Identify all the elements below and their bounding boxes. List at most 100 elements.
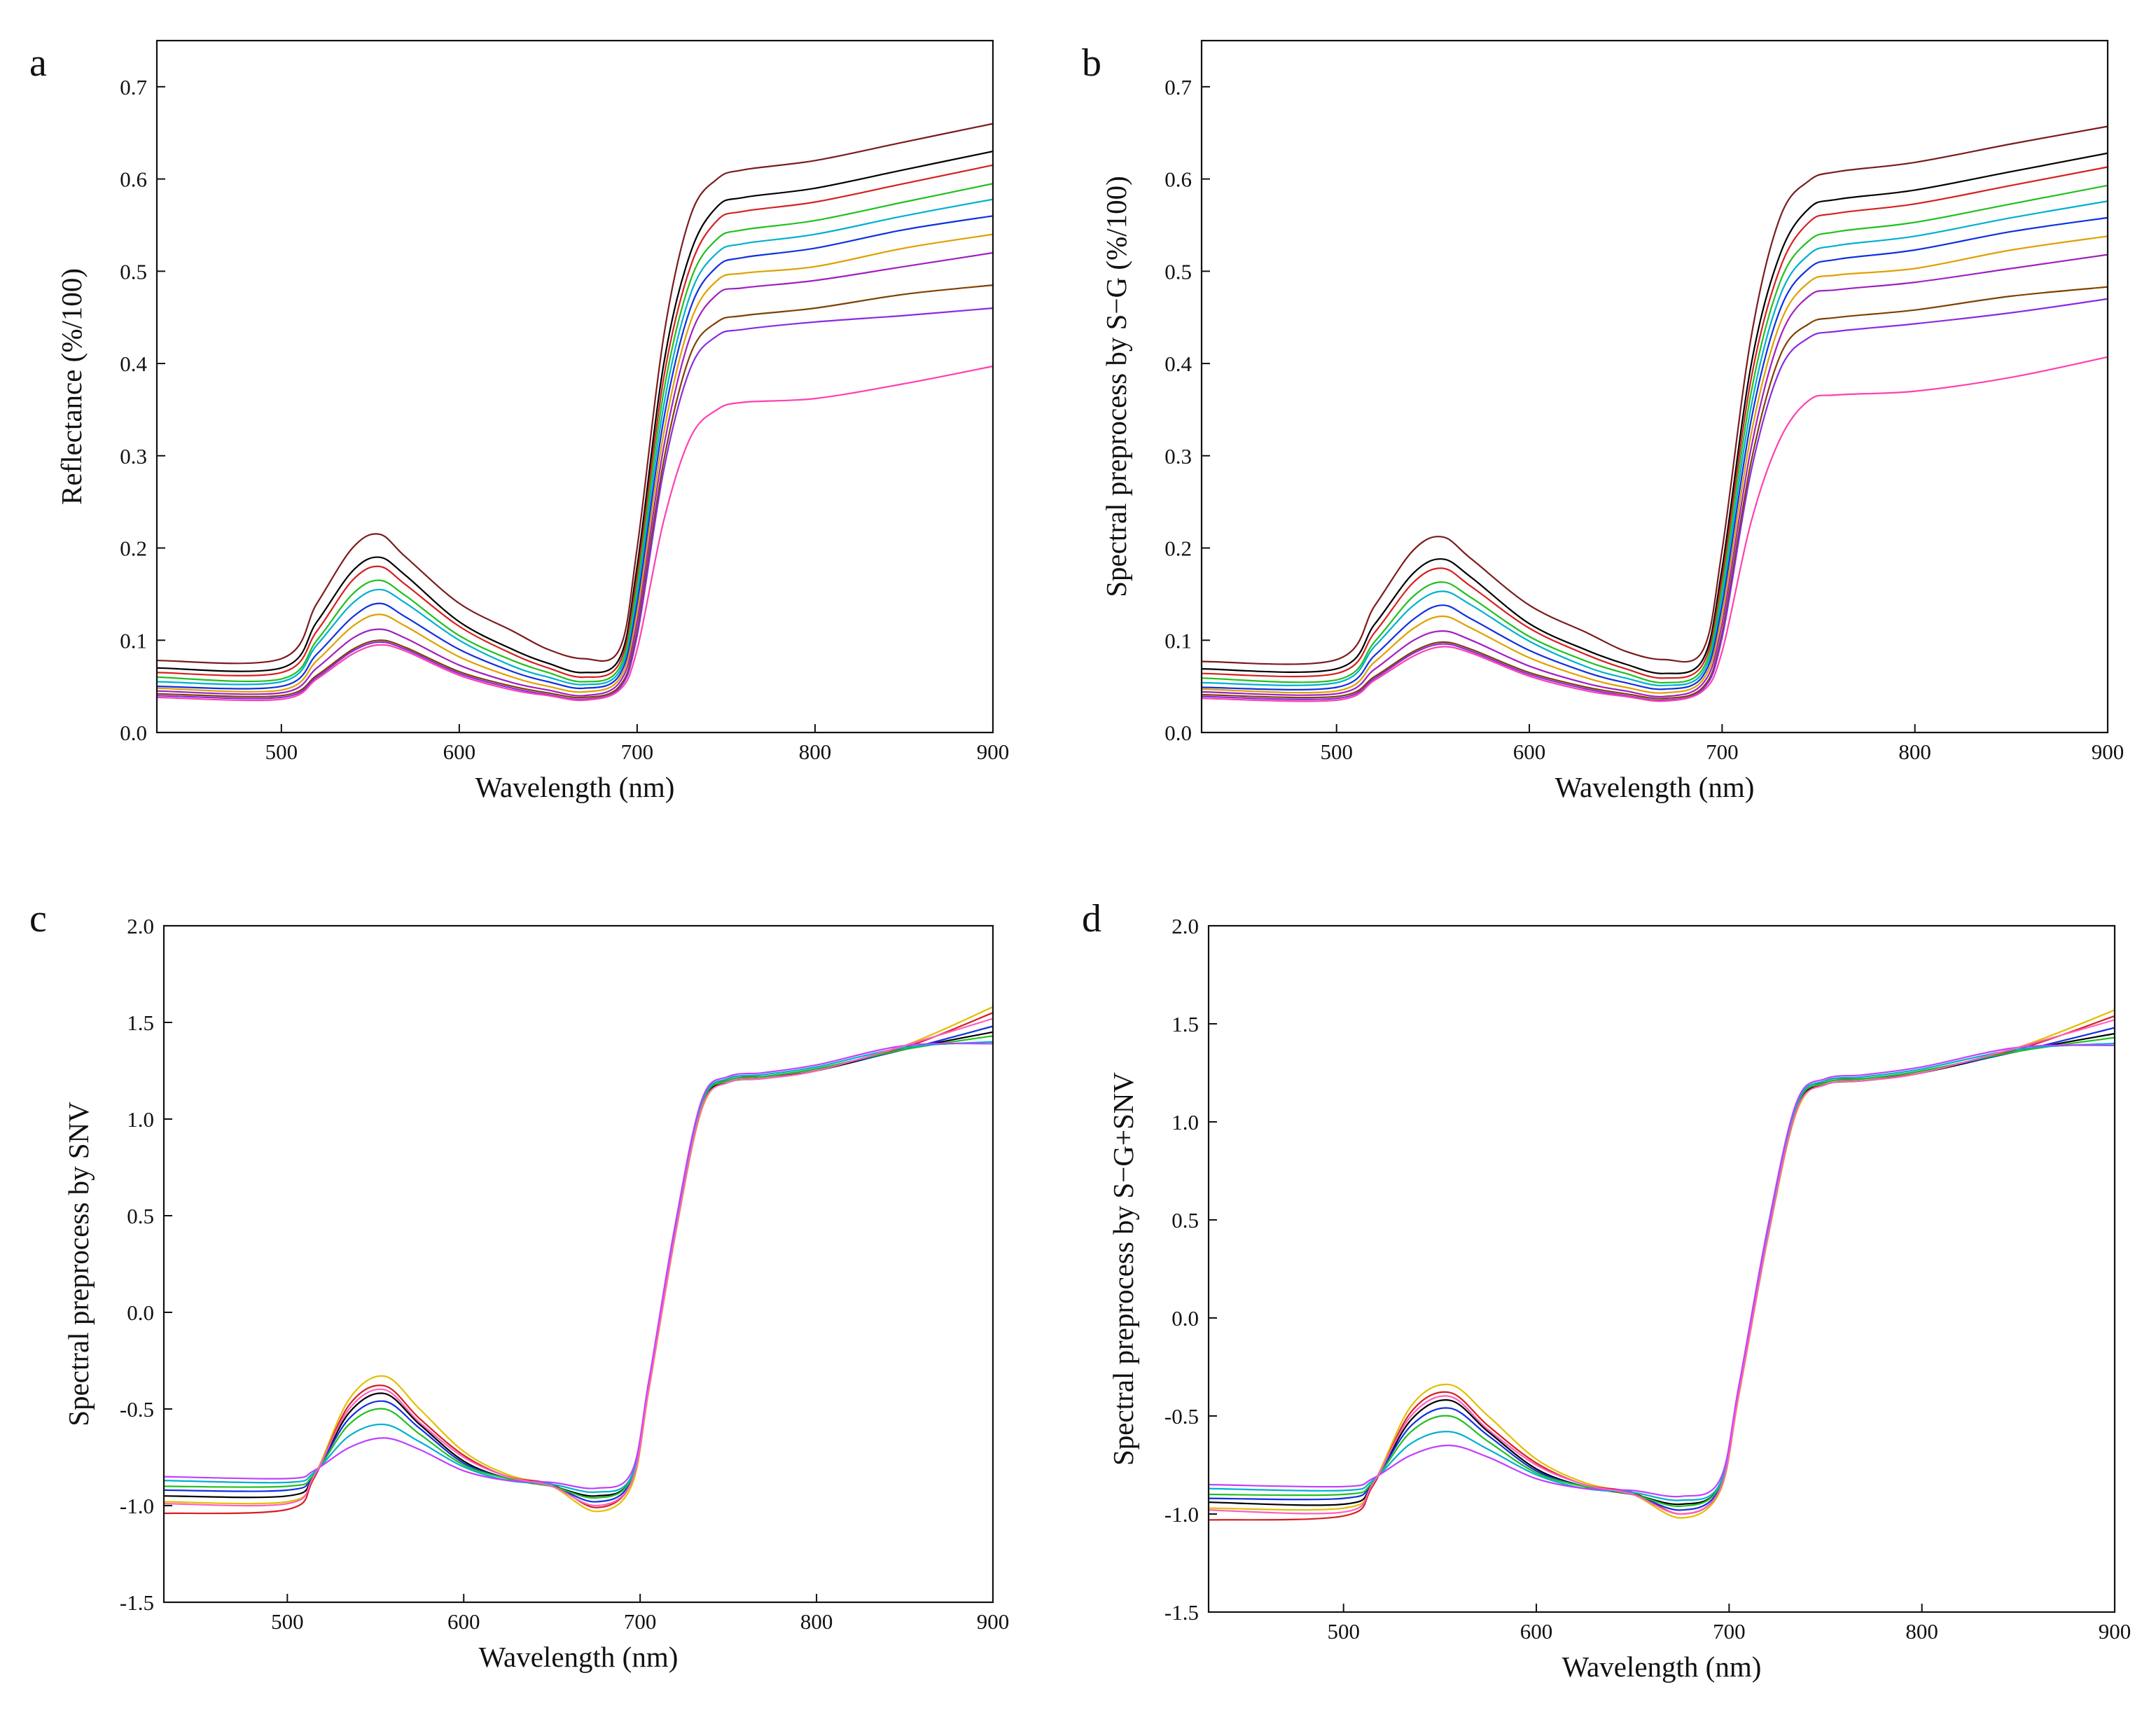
y-tick-label: 0.3 xyxy=(120,444,147,468)
x-tick-label: 500 xyxy=(271,1609,304,1634)
y-tick-label: 0.7 xyxy=(120,75,147,99)
plot-frame xyxy=(162,924,994,1604)
x-axis-title: Wavelength (nm) xyxy=(1562,1651,1762,1683)
y-tick-label: -1.5 xyxy=(1164,1600,1199,1625)
series-line-s1 xyxy=(1202,125,2108,665)
y-tick-label: 0.7 xyxy=(1164,75,1192,99)
series-line-s2 xyxy=(1202,152,2108,674)
y-tick-label: 0.0 xyxy=(127,1300,154,1325)
x-tick-label: 700 xyxy=(1713,1619,1746,1644)
series-line-s8 xyxy=(164,1018,993,1507)
series-line-s6 xyxy=(164,1041,993,1493)
series-line-s5 xyxy=(157,198,993,686)
series-line-s4 xyxy=(164,1025,993,1503)
x-tick-label: 800 xyxy=(1905,1619,1938,1644)
series-group xyxy=(157,123,993,702)
y-tick-label: 0.5 xyxy=(120,259,147,284)
x-tick-label: 500 xyxy=(265,740,298,764)
y-axis-title: Reflectance (%/100) xyxy=(55,268,88,505)
y-tick-label: 1.5 xyxy=(1171,1012,1199,1036)
series-group xyxy=(1202,125,2108,702)
series-line-s8 xyxy=(157,251,993,697)
y-tick-label: 0.1 xyxy=(1164,628,1192,653)
y-tick-label: 0.5 xyxy=(127,1204,154,1228)
x-tick-label: 900 xyxy=(2099,1619,2131,1644)
series-line-s5 xyxy=(1202,200,2108,687)
plot-frame xyxy=(155,39,994,734)
y-tick-label: 2.0 xyxy=(1171,914,1199,938)
series-line-s1 xyxy=(164,1006,993,1513)
plot-frame xyxy=(1207,924,2116,1613)
series-line-s1 xyxy=(1209,1009,2115,1519)
y-tick-label: -0.5 xyxy=(1164,1404,1199,1429)
y-tick-label: 0.4 xyxy=(120,352,147,376)
x-tick-label: 600 xyxy=(1520,1619,1553,1644)
y-tick-label: 0.3 xyxy=(1164,444,1192,468)
y-tick-label: 0.0 xyxy=(1164,721,1192,745)
series-line-s9 xyxy=(1202,286,2108,700)
series-line-s7 xyxy=(1202,235,2108,694)
series-line-s2 xyxy=(1209,1015,2115,1521)
x-tick-label: 900 xyxy=(2092,740,2124,764)
y-tick-label: 2.0 xyxy=(127,914,154,938)
x-axis-title: Wavelength (nm) xyxy=(1555,771,1755,803)
panel-letter-b: b xyxy=(1082,41,1101,85)
series-line-s2 xyxy=(157,151,993,674)
y-axis-title: Spectral preprocess by S−G (%/100) xyxy=(1100,176,1132,597)
series-line-s11 xyxy=(1202,356,2108,702)
series-line-s10 xyxy=(157,307,993,700)
series-line-s3 xyxy=(1202,166,2108,679)
plot-frame xyxy=(1200,39,2109,734)
series-line-s4 xyxy=(157,183,993,683)
y-tick-label: 1.0 xyxy=(1171,1110,1199,1134)
panel-d: d 500 600 700 800 900 -1.5 -1.0 -0.5 0.0 0.5 1.0 1.5… xyxy=(1082,897,2131,1683)
series-group xyxy=(1209,1009,2115,1521)
series-line-s5 xyxy=(164,1035,993,1499)
y-tick-label: 0.2 xyxy=(1164,536,1192,561)
series-line-s8 xyxy=(1209,1019,2115,1515)
series-line-s3 xyxy=(157,164,993,679)
x-tick-label: 500 xyxy=(1320,740,1353,764)
x-tick-label: 800 xyxy=(799,740,832,764)
x-tick-label: 700 xyxy=(621,740,654,764)
y-tick-label: 0.0 xyxy=(120,721,147,745)
x-axis-title: Wavelength (nm) xyxy=(479,1641,679,1673)
y-tick-label: 0.5 xyxy=(1164,259,1192,284)
series-line-s11 xyxy=(157,365,993,702)
y-tick-label: 0.6 xyxy=(1164,167,1192,192)
series-line-s3 xyxy=(1209,1032,2115,1506)
series-line-s7 xyxy=(157,233,993,693)
y-tick-label: 0.5 xyxy=(1171,1208,1199,1233)
series-line-s1 xyxy=(157,123,993,665)
series-line-s4 xyxy=(1202,184,2108,684)
series-group xyxy=(164,1006,993,1515)
series-line-s7 xyxy=(164,1042,993,1490)
y-tick-label: 0.6 xyxy=(120,167,147,192)
x-tick-label: 700 xyxy=(624,1609,657,1634)
y-tick-label: 1.0 xyxy=(127,1107,154,1132)
y-tick-label: -1.5 xyxy=(120,1590,154,1615)
y-axis-title: Spectral preprocess by S−G+SNV xyxy=(1107,1072,1139,1466)
panel-c: c 500 600 700 800 900 -1.5 -1.0 -0.5 0.0 0.5 1.0 1.5… xyxy=(29,897,1009,1673)
x-tick-label: 600 xyxy=(447,1609,480,1634)
y-tick-label: 1.5 xyxy=(127,1011,154,1035)
x-tick-label: 700 xyxy=(1706,740,1739,764)
series-line-s7 xyxy=(1209,1044,2115,1498)
x-tick-label: 900 xyxy=(977,1609,1010,1634)
x-tick-label: 600 xyxy=(443,740,476,764)
series-line-s2 xyxy=(164,1012,993,1515)
x-tick-label: 800 xyxy=(1898,740,1931,764)
panel-letter-c: c xyxy=(29,897,47,940)
series-line-s3 xyxy=(164,1031,993,1499)
series-line-s10 xyxy=(1202,298,2108,702)
y-tick-label: 0.2 xyxy=(120,536,147,561)
panel-a: a 500 600 700 800 900 0.0 0.1 0.2 0.3 0.4 0.5 0.6 0.7… xyxy=(29,39,1009,803)
series-line-s8 xyxy=(1202,254,2108,698)
series-line-s9 xyxy=(157,284,993,699)
panel-letter-a: a xyxy=(29,41,47,85)
y-tick-label: -1.0 xyxy=(120,1494,154,1518)
y-tick-label: 0.1 xyxy=(120,628,147,653)
series-line-s4 xyxy=(1209,1027,2115,1511)
